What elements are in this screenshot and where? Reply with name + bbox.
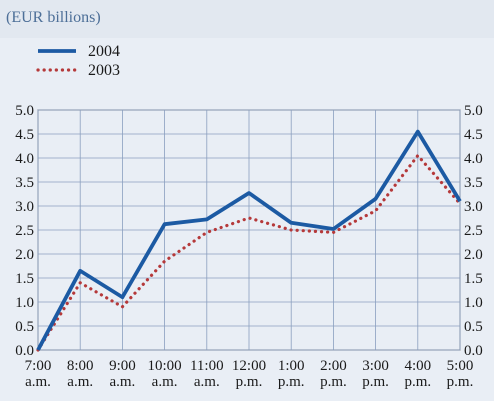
y-tick-label-right: 4.5 (464, 127, 483, 143)
y-tick-label-right: 4.0 (464, 151, 483, 167)
y-tick-label-left: 3.0 (15, 199, 34, 215)
y-tick-label-left: 4.0 (15, 151, 34, 167)
x-tick-label: 9:00 a.m. (109, 358, 136, 390)
legend-label-2003: 2003 (88, 62, 120, 79)
x-tick-label: 2:00 p.m. (320, 358, 347, 390)
series-line-2004 (36, 129, 462, 351)
y-tick-label-left: 1.0 (15, 295, 34, 311)
series-line-2003 (36, 154, 462, 352)
x-tick-label: 3:00 p.m. (362, 358, 389, 390)
y-tick-label-left: 3.5 (15, 175, 34, 191)
y-tick-label-left: 5.0 (15, 103, 34, 119)
x-tick-label: 7:00 a.m. (25, 358, 52, 390)
unit-label: (EUR billions) (6, 9, 101, 26)
y-tick-label-left: 1.5 (15, 271, 34, 287)
y-tick-label-left: 4.5 (15, 127, 34, 143)
header-band (0, 0, 494, 38)
y-tick-label-left: 2.0 (15, 247, 34, 263)
y-tick-label-right: 0.5 (464, 319, 483, 335)
y-tick-label-right: 0.0 (464, 343, 483, 359)
y-tick-label-left: 0.5 (15, 319, 34, 335)
x-tick-label: 5:00 p.m. (447, 358, 474, 390)
x-tick-label: 4:00 p.m. (404, 358, 431, 390)
y-tick-label-left: 0.0 (15, 343, 34, 359)
x-tick-label: 10:00 a.m. (148, 358, 182, 390)
x-tick-label: 12:00 p.m. (232, 358, 266, 390)
y-tick-label-right: 5.0 (464, 103, 483, 119)
y-tick-label-right: 1.5 (464, 271, 483, 287)
y-tick-label-right: 3.0 (464, 199, 483, 215)
y-tick-label-right: 3.5 (464, 175, 483, 191)
plot-area: 0.0 0.0 0.5 0.5 1.0 1.0 1.5 1.5 2.0 2.0 2.5 2.5 3.0 3… (15, 103, 483, 390)
y-tick-label-right: 2.0 (464, 247, 483, 263)
legend-label-2004: 2004 (88, 43, 120, 60)
y-tick-label-right: 1.0 (464, 295, 483, 311)
x-tick-label: 1:00 p.m. (278, 358, 305, 390)
x-tick-label: 11:00 a.m. (190, 358, 224, 390)
legend: 2004 2003 (36, 43, 120, 79)
x-tick-label: 8:00 a.m. (67, 358, 94, 390)
y-tick-label-left: 2.5 (15, 223, 34, 239)
y-tick-label-right: 2.5 (464, 223, 483, 239)
